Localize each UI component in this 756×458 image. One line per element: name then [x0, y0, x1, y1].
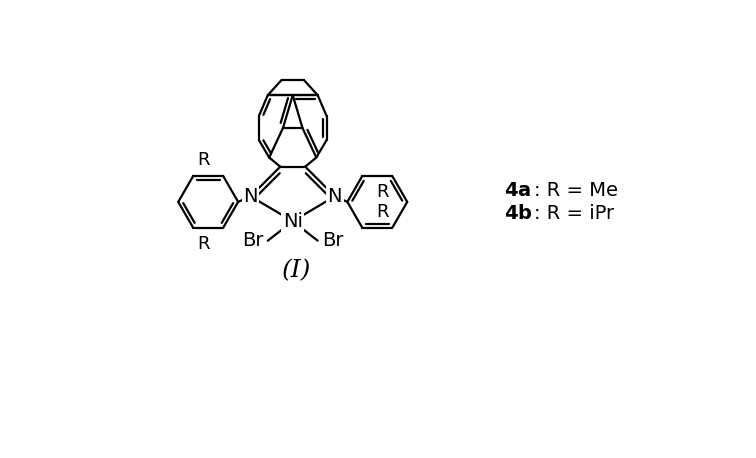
Text: $\mathbf{4a}$: $\mathbf{4a}$ [504, 181, 531, 200]
Text: (I): (I) [282, 260, 311, 283]
Text: R: R [197, 151, 209, 169]
Text: Ni: Ni [283, 212, 302, 231]
Text: R: R [197, 235, 209, 253]
Text: : R = iPr: : R = iPr [534, 204, 614, 223]
Text: : R = Me: : R = Me [534, 181, 618, 200]
Text: Br: Br [322, 231, 344, 250]
Text: R: R [376, 203, 389, 221]
Text: N: N [327, 187, 342, 206]
Text: R: R [376, 183, 389, 201]
Text: Br: Br [242, 231, 263, 250]
Text: N: N [243, 187, 258, 206]
Text: $\mathbf{4b}$: $\mathbf{4b}$ [504, 204, 533, 223]
